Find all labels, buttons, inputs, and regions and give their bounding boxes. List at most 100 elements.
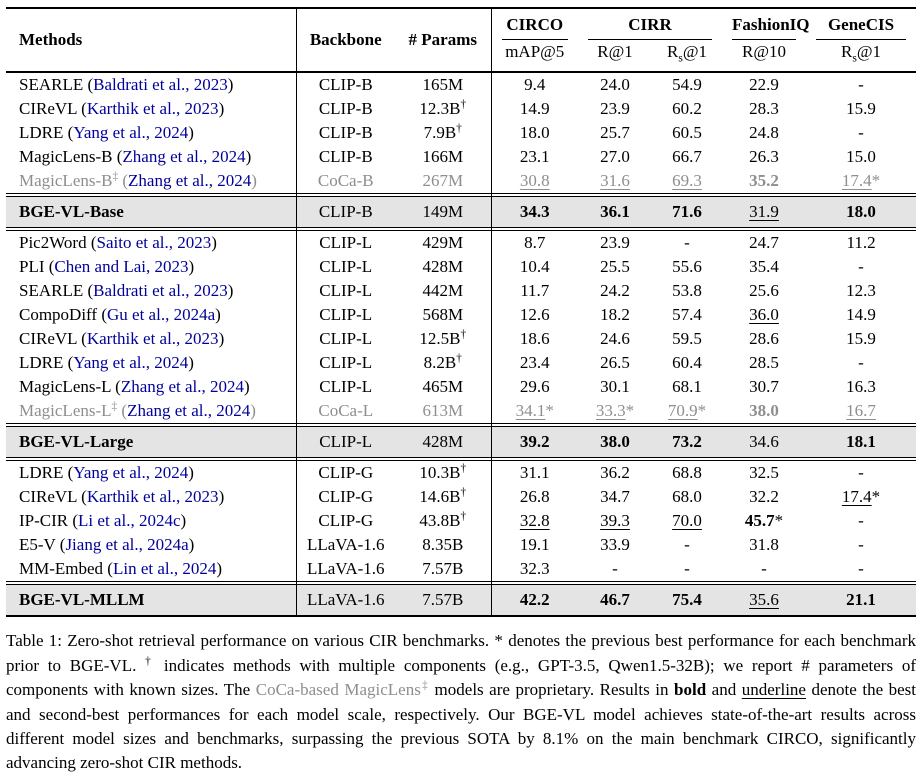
metric-value: 34.6: [722, 426, 807, 458]
value-text: -: [684, 559, 690, 579]
citation-link[interactable]: Yang et al., 2024: [73, 463, 189, 483]
metric-value: 69.3: [652, 169, 722, 194]
value-text: 26.3: [749, 147, 779, 167]
metric-label: R@10: [742, 42, 787, 61]
caption-segment: ‡: [420, 679, 430, 692]
value-text: 28.5: [749, 353, 779, 373]
citation-link[interactable]: Karthik et al., 2023: [86, 487, 219, 507]
metric-value: -: [652, 231, 722, 256]
value-text: 59.5: [672, 329, 702, 349]
metric-value: 32.3: [491, 557, 578, 582]
metric-value: 68.0: [652, 485, 722, 509]
citation-link[interactable]: Baldrati et al., 2023: [93, 75, 228, 95]
citation-link[interactable]: Jiang et al., 2024a: [65, 535, 189, 555]
citation-link[interactable]: Chen and Lai, 2023: [54, 257, 189, 277]
value-text: 38.0: [749, 401, 779, 421]
metric-value: 18.0: [491, 121, 578, 145]
params-cell: 165M: [395, 72, 492, 98]
metric-value: 73.2: [652, 426, 723, 458]
metric-value: 12.3: [806, 279, 916, 303]
value-text: 30.7: [749, 377, 779, 397]
value-text: -: [858, 123, 864, 143]
value-text: 30.1: [600, 377, 630, 397]
column-header-params: # Params: [395, 8, 492, 74]
params-cell: 428M: [395, 426, 492, 458]
value-text: 25.5: [600, 257, 630, 277]
metric-value: 25.6: [722, 279, 806, 303]
metric-value: 70.0: [652, 509, 722, 533]
benchmark-header-genecis: GeneCIS: [806, 8, 916, 40]
params-cell: 7.9B†: [395, 121, 492, 146]
backbone-cell: LLaVA-1.6: [306, 535, 385, 555]
value-text: 73.2: [672, 432, 702, 452]
citation-link[interactable]: Karthik et al., 2023: [86, 99, 219, 119]
citation-link[interactable]: Li et al., 2024c: [78, 511, 181, 531]
params-cell: 8.35B: [395, 533, 492, 558]
results-table: Methods Backbone # Params CIRCO CIRR Fas…: [6, 7, 917, 618]
params-cell: 267M: [395, 169, 492, 194]
value-text: 28.6: [749, 329, 779, 349]
value-text: 55.6: [672, 257, 702, 277]
method-row: LDRE (Yang et al., 2024) CLIP-B 7.9B† 18.0 2…: [6, 121, 916, 146]
value-text: 60.4: [672, 353, 702, 373]
citation-link[interactable]: Zhang et al., 2024: [128, 171, 252, 191]
value-text: 36.0: [749, 305, 779, 325]
value-text: 14.9: [519, 99, 550, 119]
method-name: CompoDiff: [19, 305, 98, 325]
citation-link[interactable]: Yang et al., 2024: [73, 123, 189, 143]
value-text: 39.3: [600, 511, 630, 531]
value-text: 23.4: [519, 353, 550, 373]
citation-link[interactable]: Zhang et al., 2024: [127, 401, 251, 421]
metric-value: 45.7*: [744, 511, 784, 531]
metric-value: 28.5: [722, 351, 806, 375]
metric-value: 31.6: [578, 169, 652, 194]
metric-value: 21.1: [806, 584, 917, 617]
metric-value: 38.0: [578, 426, 652, 458]
metric-value: -: [806, 509, 916, 533]
metric-value: -: [806, 72, 916, 97]
citation-link[interactable]: Karthik et al., 2023: [86, 329, 219, 349]
caption-segment: bold: [674, 680, 707, 700]
value-text: 28.3: [749, 99, 779, 119]
metric-value: 30.1: [578, 375, 652, 399]
metric-value: 34.3: [491, 196, 578, 228]
metric-value: 17.4*: [841, 487, 881, 507]
metric-value: 36.1: [578, 196, 652, 228]
params-cell: 149M: [395, 196, 492, 228]
params-cell: 429M: [395, 230, 492, 256]
method-row: CIReVL (Karthik et al., 2023) CLIP-B 12.3B…: [6, 97, 916, 122]
metric-value: 18.0: [806, 196, 917, 228]
method-row: SEARLE (Baldrati et al., 2023) CLIP-B 165M…: [6, 72, 916, 98]
method-row: LDRE (Yang et al., 2024) CLIP-L 8.2B† 23.4 2…: [6, 351, 916, 376]
value-text: 17.4: [841, 487, 872, 507]
value-text: 32.8: [519, 511, 550, 531]
citation-link[interactable]: Gu et al., 2024a: [107, 305, 216, 325]
metric-value: 59.5: [652, 327, 722, 351]
metric-value: 23.9: [578, 231, 652, 256]
citation-link[interactable]: Lin et al., 2024: [112, 559, 217, 579]
value-text: 18.2: [600, 305, 630, 325]
caption-segment: denote the best and second-best performa…: [6, 680, 917, 773]
citation-link[interactable]: Saito et al., 2023: [96, 233, 212, 253]
value-text: 12.3: [846, 281, 876, 301]
metric-value: 15.9: [806, 327, 916, 351]
metric-value: 60.5: [652, 121, 722, 145]
backbone-cell: CLIP-B: [318, 147, 373, 167]
citation-link[interactable]: Zhang et al., 2024: [122, 147, 246, 167]
backbone-cell: LLaVA-1.6: [296, 584, 395, 617]
metric-value: 66.7: [652, 145, 722, 169]
citation-link[interactable]: Yang et al., 2024: [73, 353, 189, 373]
metric-label: R@1: [597, 42, 633, 61]
citation-link[interactable]: Zhang et al., 2024: [120, 377, 245, 397]
value-text: 18.6: [519, 329, 550, 349]
proprietary-marker: ‡: [112, 170, 119, 183]
metric-value: 27.0: [578, 145, 652, 169]
value-text: 10.4: [519, 257, 550, 277]
value-text: -: [858, 257, 864, 277]
metric-value: 24.8: [722, 121, 806, 145]
citation-link[interactable]: Baldrati et al., 2023: [93, 281, 228, 301]
method-cell: CIReVL (Karthik et al., 2023): [6, 485, 297, 510]
value-text: 24.2: [600, 281, 630, 301]
divider-segment: [6, 423, 297, 428]
